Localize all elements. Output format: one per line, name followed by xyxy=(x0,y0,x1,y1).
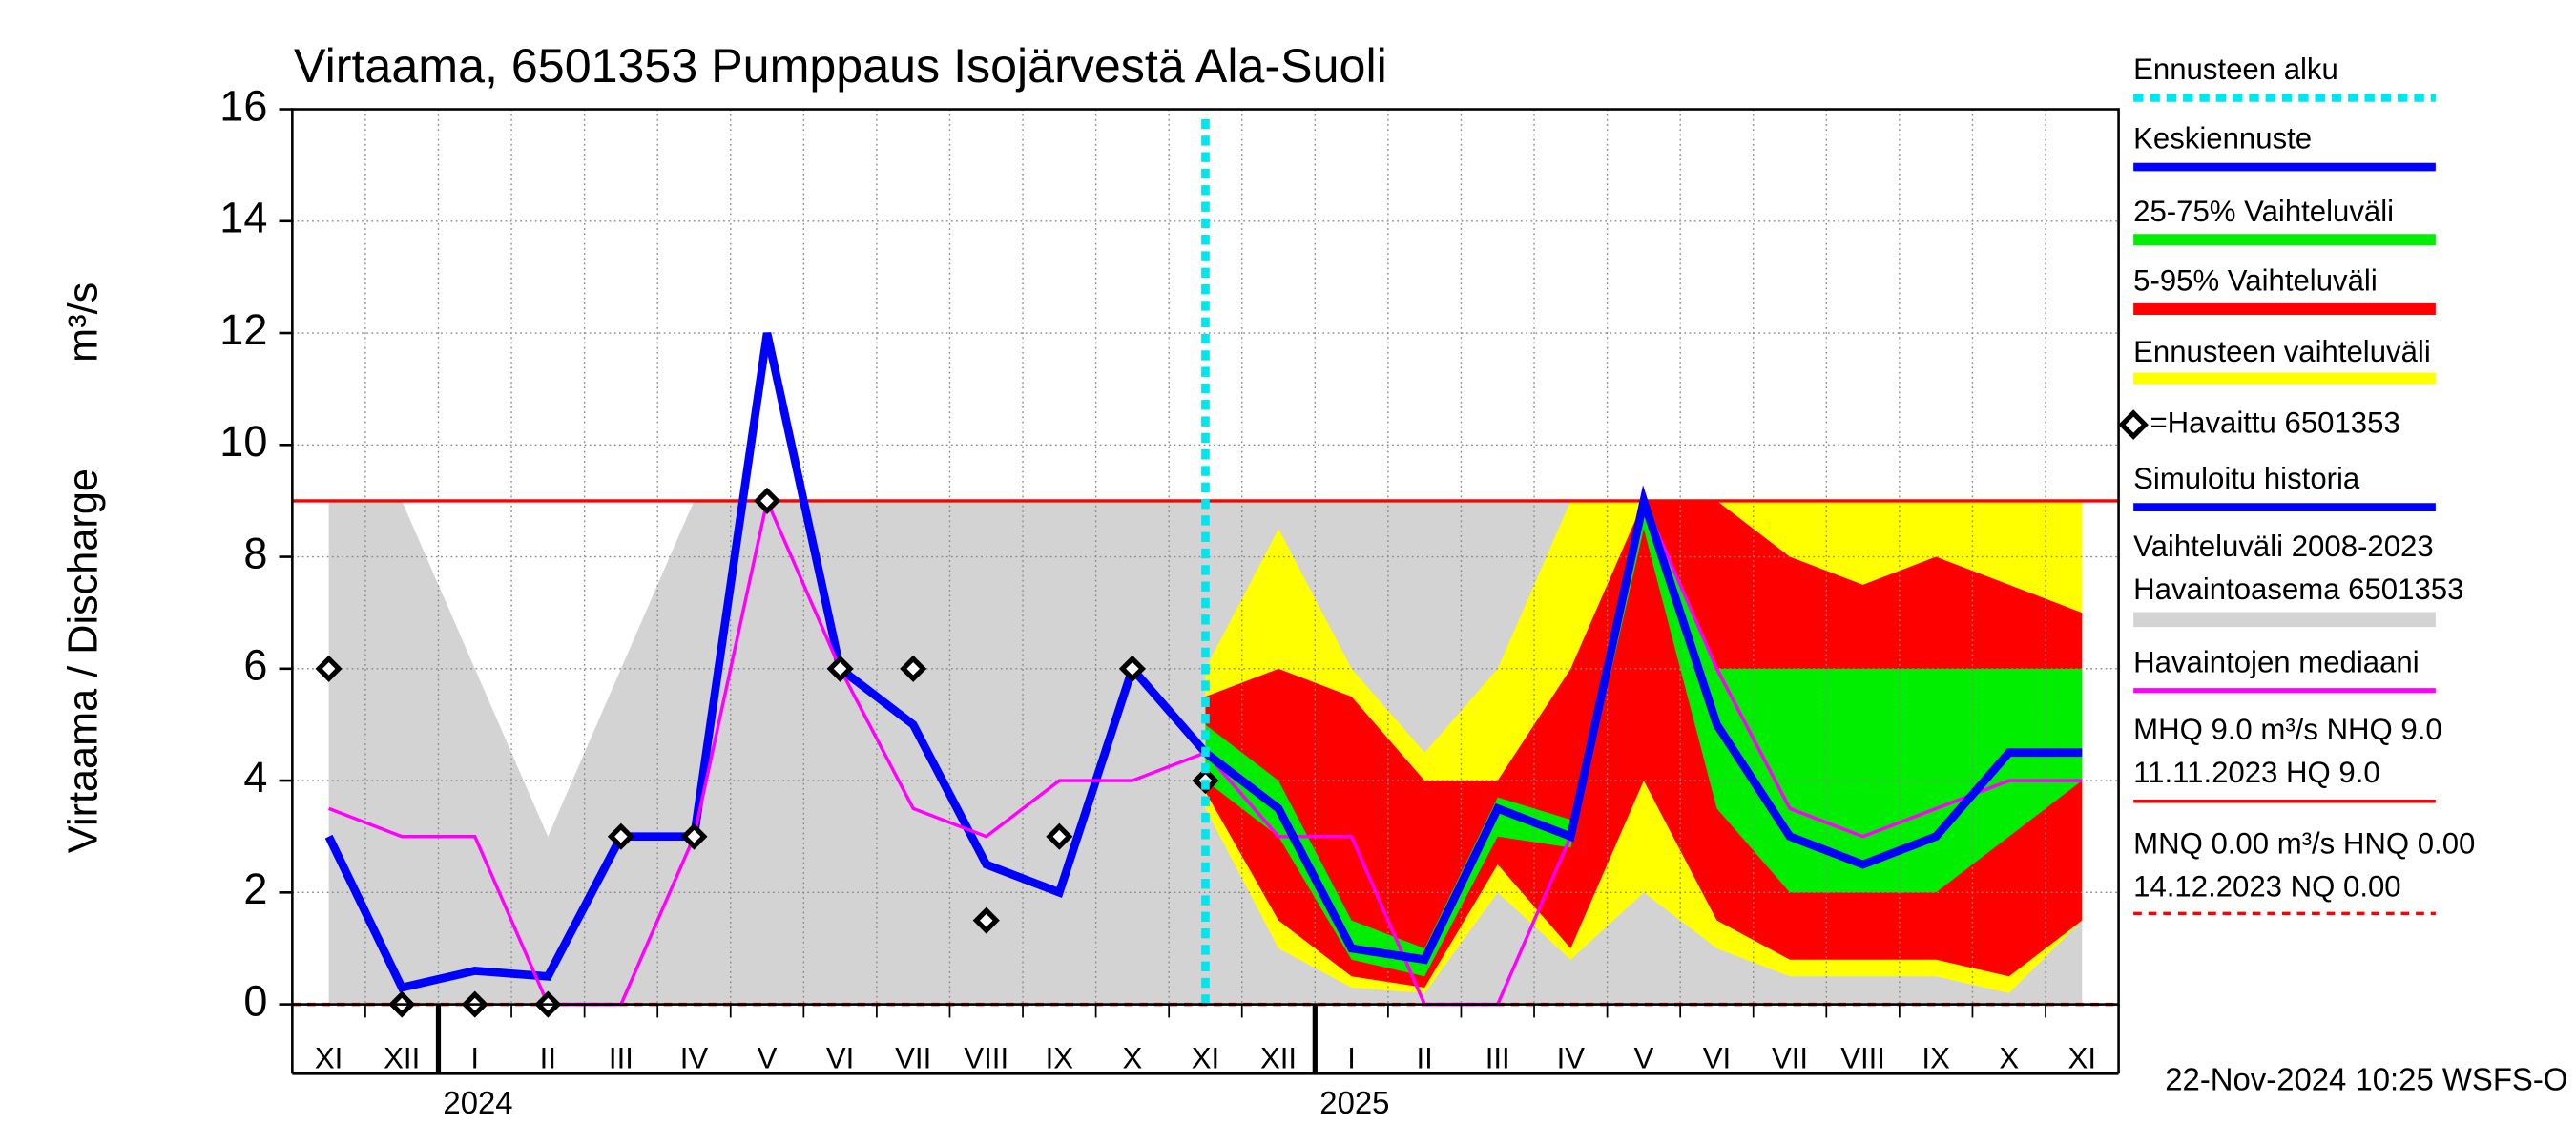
x-tick-label: VI xyxy=(826,1042,854,1075)
x-tick-label: III xyxy=(1485,1042,1510,1075)
observed-point xyxy=(753,487,781,514)
x-tick-label: XI xyxy=(315,1042,343,1075)
x-tick-label: VII xyxy=(1772,1042,1808,1075)
year-label: 2024 xyxy=(443,1085,512,1120)
x-tick-label: VIII xyxy=(964,1042,1008,1075)
y-tick-label: 6 xyxy=(243,641,267,690)
y-axis-unit: m³/s xyxy=(60,282,106,363)
y-tick-label: 8 xyxy=(243,529,267,577)
x-tick-label: VI xyxy=(1703,1042,1731,1075)
legend-label: 11.11.2023 HQ 9.0 xyxy=(2133,756,2380,789)
y-tick-label: 2 xyxy=(243,864,267,913)
chart-title: Virtaama, 6501353 Pumppaus Isojärvestä A… xyxy=(294,39,1387,93)
x-tick-label: II xyxy=(540,1042,556,1075)
observed-point xyxy=(680,822,708,850)
x-tick-label: VIII xyxy=(1840,1042,1885,1075)
x-tick-label: XI xyxy=(2068,1042,2096,1075)
x-tick-label: X xyxy=(1999,1042,2019,1075)
legend-swatch xyxy=(2118,409,2149,440)
legend-label: Simuloitu historia xyxy=(2133,462,2360,495)
y-tick-label: 10 xyxy=(219,417,267,466)
footer: 22-Nov-2024 10:25 WSFS-O xyxy=(2165,1062,2567,1097)
observed-point xyxy=(315,655,343,682)
legend-label: MHQ 9.0 m³/s NHQ 9.0 xyxy=(2133,713,2442,746)
x-tick-label: III xyxy=(609,1042,634,1075)
legend-label: 14.12.2023 NQ 0.00 xyxy=(2133,870,2400,904)
legend-label: 5-95% Vaihteluväli xyxy=(2133,263,2378,297)
y-tick-label: 12 xyxy=(219,305,267,354)
x-tick-label: VII xyxy=(895,1042,931,1075)
series-line xyxy=(324,332,1209,992)
observed-point xyxy=(972,906,1000,934)
legend-label: Ennusteen alku xyxy=(2133,52,2338,86)
legend-label: Keskiennuste xyxy=(2133,122,2312,156)
x-tick-label: V xyxy=(1633,1042,1653,1075)
legend-label: 25-75% Vaihteluväli xyxy=(2133,195,2394,228)
y-tick-label: 14 xyxy=(219,194,267,242)
year-label: 2025 xyxy=(1319,1085,1389,1120)
legend-label: Havaintojen mediaani xyxy=(2133,645,2420,678)
x-tick-label: XI xyxy=(1192,1042,1219,1075)
observed-point xyxy=(607,822,634,850)
x-tick-label: IX xyxy=(1046,1042,1074,1075)
legend-label: Havaintoasema 6501353 xyxy=(2133,572,2463,606)
x-tick-label: X xyxy=(1123,1042,1143,1075)
x-tick-label: XII xyxy=(1260,1042,1297,1075)
x-tick-label: II xyxy=(1417,1042,1433,1075)
observed-point xyxy=(1118,655,1146,682)
x-tick-label: XII xyxy=(384,1042,420,1075)
legend-label: MNQ 0.00 m³/s HNQ 0.00 xyxy=(2133,827,2475,861)
observed-point xyxy=(1046,822,1073,850)
legend-label: Ennusteen vaihteluväli xyxy=(2133,335,2431,368)
legend-label: Vaihteluväli 2008-2023 xyxy=(2133,530,2434,563)
y-axis-label: Virtaama / Discharge xyxy=(60,468,106,853)
series-line xyxy=(1202,485,2083,965)
x-tick-label: I xyxy=(1347,1042,1356,1075)
x-tick-label: V xyxy=(758,1042,778,1075)
x-tick-label: I xyxy=(470,1042,479,1075)
observed-point xyxy=(900,655,927,682)
x-tick-label: IV xyxy=(1557,1042,1586,1075)
legend-label: =Havaittu 6501353 xyxy=(2150,406,2399,439)
x-tick-label: IX xyxy=(1922,1042,1950,1075)
observed-point xyxy=(826,655,854,682)
x-tick-label: IV xyxy=(680,1042,709,1075)
range-band xyxy=(1205,500,2083,977)
y-tick-label: 0 xyxy=(243,976,267,1025)
y-tick-label: 4 xyxy=(243,753,267,802)
y-tick-label: 16 xyxy=(219,81,267,130)
